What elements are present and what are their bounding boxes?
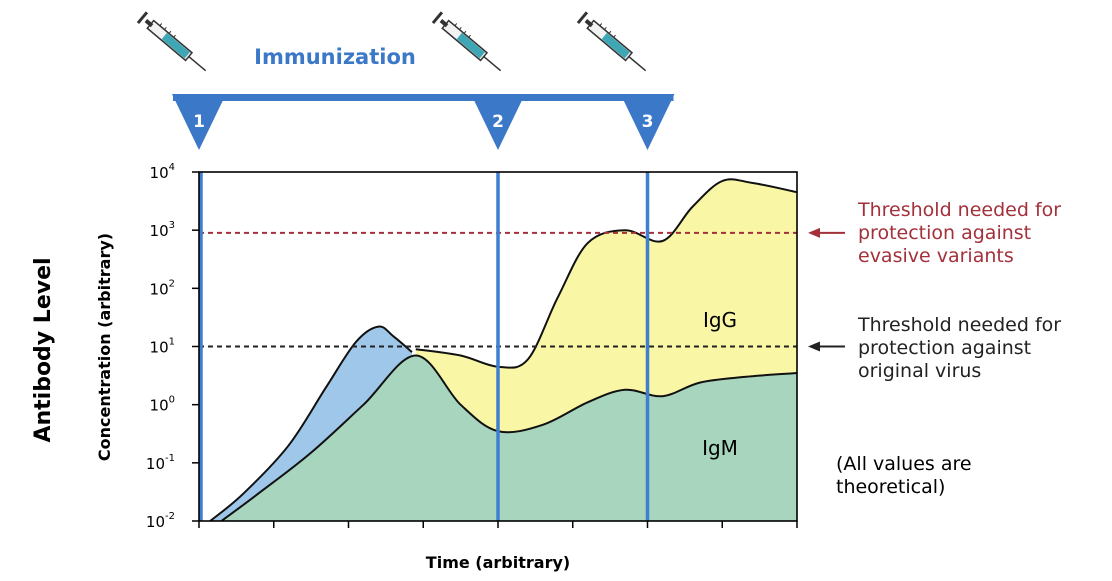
y-tick-exponent: 1: [169, 337, 175, 348]
igg-curve: [415, 178, 797, 369]
area-layer: [209, 178, 797, 521]
note-line-2: theoretical): [836, 476, 945, 498]
dose-marker-3: [620, 94, 675, 150]
y-tick-exponent: 4: [169, 162, 175, 173]
y-tick-exponent: -2: [165, 511, 175, 522]
arrow-head-icon: [808, 227, 820, 238]
arrow-head-icon: [808, 341, 820, 352]
dose-number-2: 2: [492, 112, 504, 132]
threshold-label-2-line-2: protection against: [858, 337, 1031, 359]
y-tick-exponent: 2: [169, 278, 175, 289]
x-axis: [198, 521, 798, 528]
y-tick-label: 103: [150, 220, 175, 240]
syringe-icon: [431, 11, 502, 72]
threshold-label-2-line-1: Threshold needed for: [857, 314, 1061, 336]
syringe-icon: [576, 11, 647, 72]
dose-line-layer: [199, 172, 650, 521]
igg-label: IgG: [703, 308, 737, 332]
outer-y-title: Antibody Level: [31, 257, 56, 442]
y-tick-label: 100: [150, 395, 175, 415]
igm-curve: [220, 354, 797, 521]
dose-number-3: 3: [642, 112, 654, 132]
y-tick-label: 104: [150, 162, 175, 182]
igm-area: [221, 355, 797, 521]
threshold-label-2-line-3: original virus: [858, 360, 981, 382]
igm-label: IgM: [702, 436, 738, 460]
early-peak-curve: [209, 325, 413, 521]
y-tick-label: 101: [150, 337, 175, 357]
x-axis-title: Time (arbitrary): [426, 553, 570, 572]
note-line-1: (All values are: [836, 453, 972, 475]
threshold-label-1-line-1: Threshold needed for: [857, 199, 1061, 221]
threshold-label-1-line-3: evasive variants: [858, 245, 1014, 267]
immunization-bar: [173, 94, 674, 101]
y-axis-title: Concentration (arbitrary): [95, 233, 114, 461]
y-tick-exponent: 0: [169, 395, 175, 406]
y-tick-label: 102: [150, 278, 175, 298]
dose-marker-1: [172, 94, 226, 150]
y-tick-label: 10-2: [146, 511, 175, 531]
y-tick-label: 10-1: [146, 453, 175, 473]
immunization-label: Immunization: [254, 45, 416, 69]
dose-number-1: 1: [193, 112, 205, 132]
syringe-icon: [136, 11, 207, 72]
y-tick-exponent: 3: [169, 220, 175, 231]
threshold-label-1-line-2: protection against: [858, 222, 1031, 244]
dose-marker-2: [471, 94, 525, 150]
immunization-timeline: 1 2 3: [172, 94, 675, 150]
y-tick-exponent: -1: [165, 453, 175, 464]
